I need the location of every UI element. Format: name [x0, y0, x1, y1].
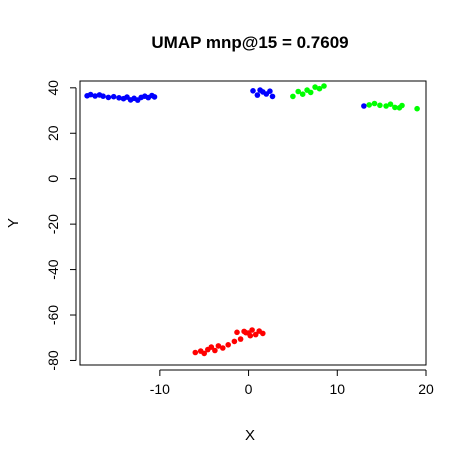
data-point — [201, 350, 207, 357]
data-point — [307, 89, 314, 96]
data-point — [383, 103, 389, 109]
data-point — [151, 94, 158, 100]
data-point — [249, 327, 255, 333]
data-point — [234, 329, 240, 336]
data-point — [414, 105, 420, 112]
x-tick-label: 20 — [418, 381, 434, 397]
data-point — [316, 85, 323, 92]
data-point — [225, 342, 231, 348]
data-point — [110, 93, 117, 100]
data-point — [260, 330, 266, 337]
y-tick-label: 40 — [45, 80, 61, 96]
data-point — [312, 84, 318, 90]
y-axis: -80 -60 -40 -20 0 20 40 — [45, 80, 77, 371]
data-point — [243, 329, 249, 336]
data-point — [399, 102, 405, 109]
data-point — [290, 93, 296, 100]
data-point — [247, 332, 254, 339]
data-point — [254, 92, 261, 98]
y-tick-label: -40 — [45, 259, 61, 279]
data-point — [116, 95, 122, 101]
data-point — [387, 101, 394, 107]
data-point — [87, 91, 94, 98]
data-point — [237, 336, 244, 342]
data-point — [92, 93, 98, 99]
y-tick-label: -60 — [45, 305, 61, 325]
x-tick-label: 0 — [245, 381, 253, 397]
x-tick-label: -10 — [150, 381, 170, 397]
plot-frame — [79, 80, 427, 366]
x-axis-label: X — [245, 427, 255, 444]
data-point — [208, 344, 215, 350]
data-point — [257, 87, 263, 93]
x-axis: -10 0 10 20 — [150, 369, 434, 397]
data-point — [267, 88, 273, 94]
data-point — [192, 349, 199, 356]
data-point — [220, 345, 226, 351]
data-point — [321, 83, 327, 89]
data-point — [100, 93, 106, 99]
data-point — [299, 91, 306, 97]
y-tick-label: 20 — [45, 125, 61, 141]
y-tick-label: -80 — [45, 350, 61, 370]
data-point — [269, 93, 276, 100]
data-point — [377, 102, 383, 109]
data-point — [105, 94, 112, 101]
data-point — [252, 331, 259, 338]
y-tick-label: 0 — [45, 175, 61, 183]
data-point — [295, 88, 302, 95]
data-point — [366, 102, 373, 108]
data-point — [231, 338, 238, 345]
x-tick-label: 10 — [329, 381, 345, 397]
data-point — [371, 100, 378, 107]
chart-title: UMAP mnp@15 = 0.7609 — [151, 33, 348, 52]
data-point — [212, 347, 218, 354]
y-axis-label: Y — [5, 218, 22, 228]
data-point — [215, 343, 222, 349]
y-tick-label: -20 — [45, 214, 61, 234]
data-point — [392, 104, 398, 111]
data-point — [361, 103, 367, 109]
data-point — [250, 88, 256, 94]
data-points — [84, 83, 420, 357]
